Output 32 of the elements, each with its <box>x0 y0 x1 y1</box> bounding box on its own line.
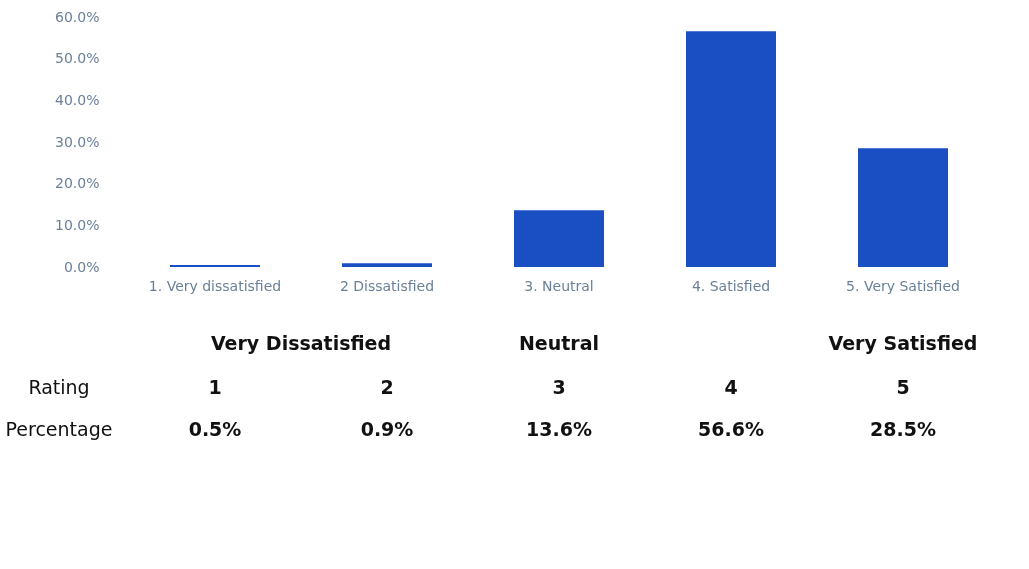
text: 1 <box>208 376 222 398</box>
x-tick-label: 2 Dissatisfied <box>339 277 435 294</box>
text: Very Dissatisfied <box>210 332 392 354</box>
text: Very Satisfied <box>828 332 978 354</box>
data-label: 28.5% <box>870 417 936 440</box>
y-tick-label: 0.0% <box>63 258 100 275</box>
text: Percentage <box>5 417 113 440</box>
bar <box>170 264 260 267</box>
y-tick-label: 10.0% <box>55 216 100 233</box>
text: 2 <box>380 376 394 398</box>
x-tick-label: 4. Satisfied <box>691 277 771 294</box>
y-tick-label: 60.0% <box>55 8 100 25</box>
y-tick-label: 50.0% <box>55 50 100 67</box>
y-tick-label: 40.0% <box>55 91 100 108</box>
x-tick-label: 5. Very Satisfied <box>846 277 960 294</box>
data-label: 13.6% <box>526 417 592 440</box>
data-label: 0.9% <box>360 417 414 440</box>
text: Rating <box>28 376 90 398</box>
bar <box>342 263 432 267</box>
text: 4 <box>724 376 738 398</box>
text: 5 <box>896 376 910 398</box>
bar <box>514 210 604 267</box>
x-tick-label: 1. Very dissatisfied <box>148 277 282 294</box>
y-tick-label: 30.0% <box>55 133 100 150</box>
text: Neutral <box>518 332 600 354</box>
x-tick-label: 3. Neutral <box>524 277 594 294</box>
data-label: 0.5% <box>188 417 242 440</box>
y-tick-label: 20.0% <box>55 175 100 192</box>
bar <box>858 148 948 267</box>
bar <box>686 31 776 267</box>
text: 3 <box>552 376 566 398</box>
data-label: 56.6% <box>698 417 764 440</box>
